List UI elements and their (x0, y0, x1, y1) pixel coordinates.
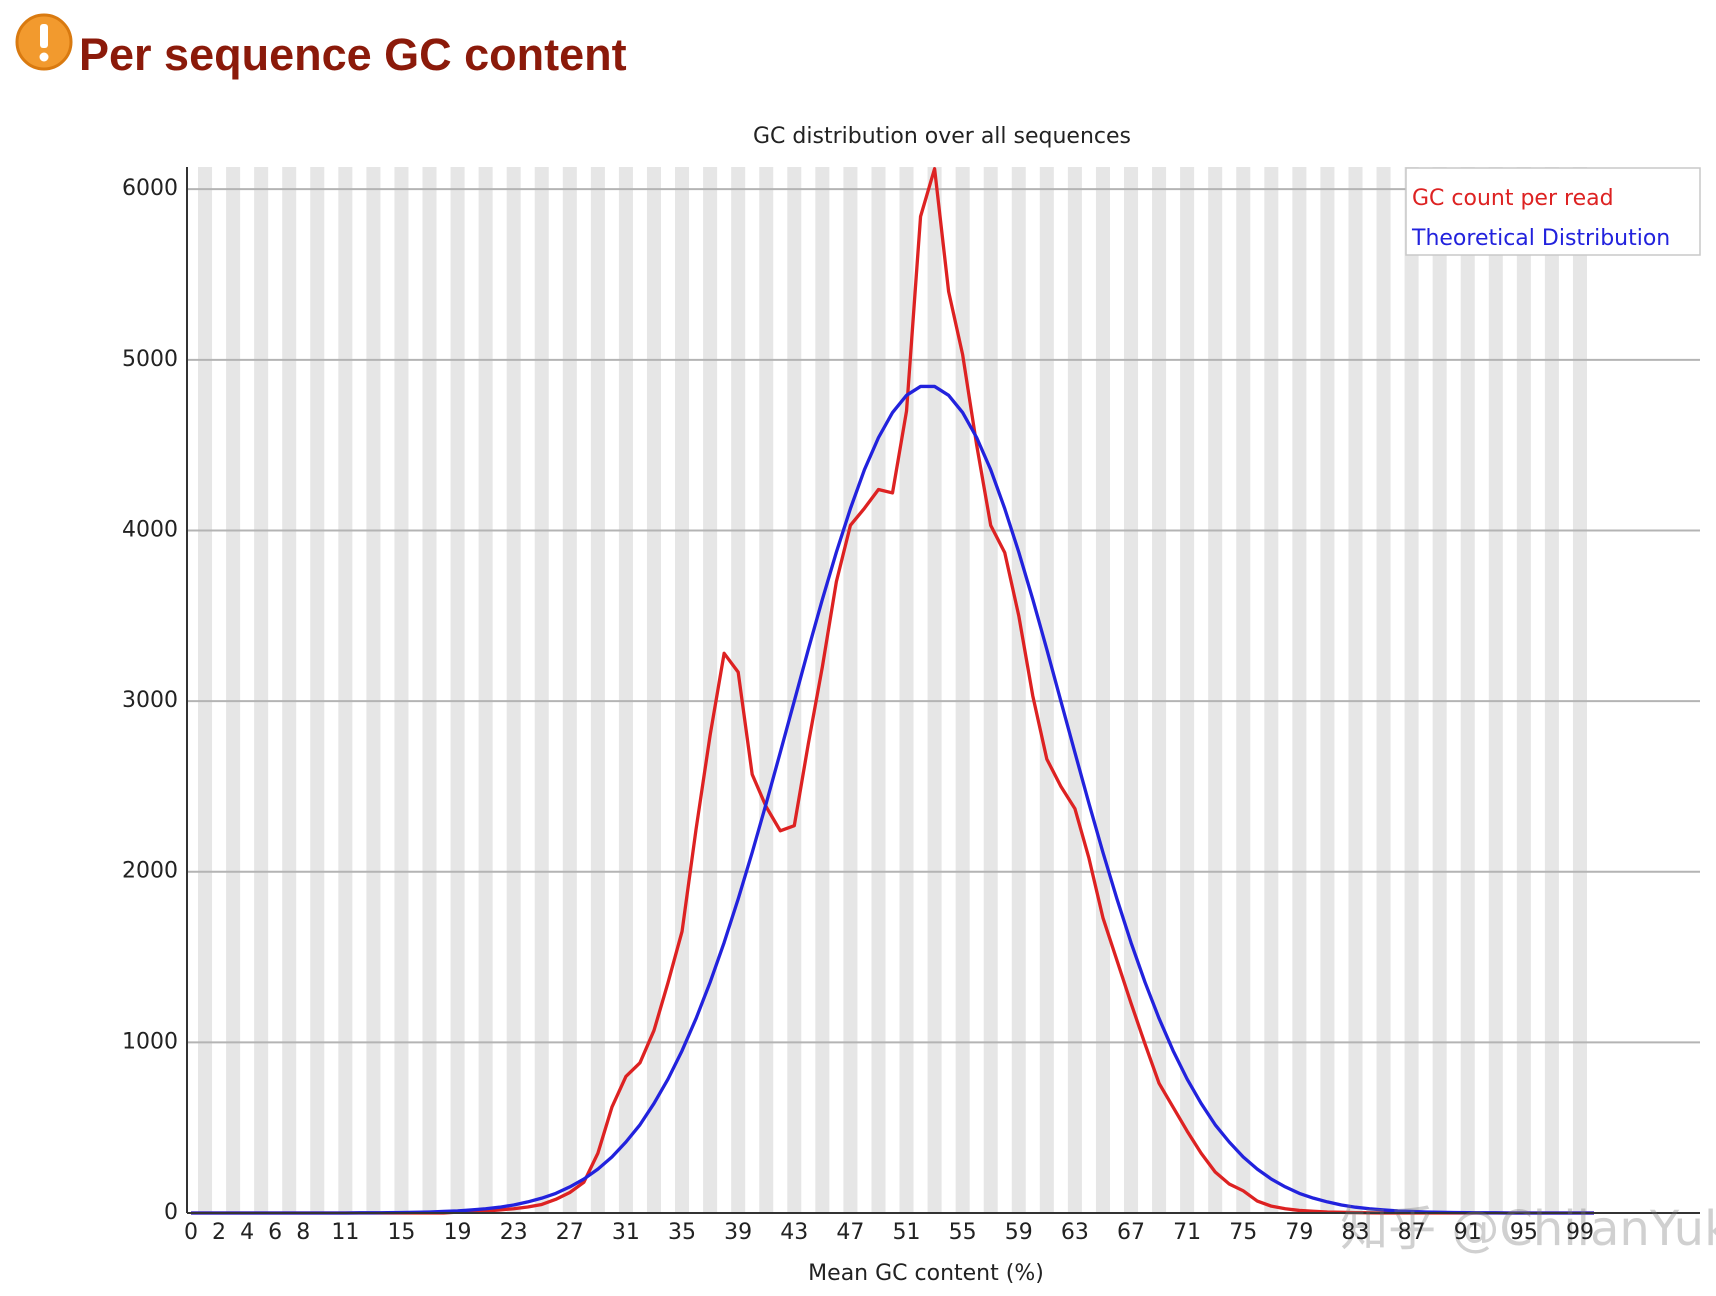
band (1236, 167, 1251, 1213)
band (562, 167, 577, 1213)
page-title: Per sequence GC content (79, 29, 627, 80)
band (366, 167, 381, 1213)
band (1516, 167, 1531, 1213)
watermark: 知乎 @ChilanYuk (1340, 1201, 1716, 1257)
band (1544, 167, 1559, 1213)
band (254, 167, 269, 1213)
band (506, 167, 521, 1213)
band (1067, 167, 1082, 1213)
band (450, 167, 465, 1213)
legend-box (1405, 167, 1701, 256)
chart-title: GC distribution over all sequences (753, 124, 1131, 149)
band (1039, 167, 1054, 1213)
x-tick-label: 23 (500, 1220, 528, 1245)
x-tick-label: 0 (184, 1220, 198, 1245)
band (1095, 167, 1110, 1213)
band (1376, 167, 1391, 1213)
x-tick-label: 55 (949, 1220, 977, 1245)
band (590, 167, 605, 1213)
band (534, 167, 549, 1213)
band (1572, 167, 1587, 1213)
x-tick-label: 43 (780, 1220, 808, 1245)
band (731, 167, 746, 1213)
band (675, 167, 690, 1213)
x-tick-label: 35 (668, 1220, 696, 1245)
x-tick-label: 11 (331, 1220, 359, 1245)
band (955, 167, 970, 1213)
x-tick-label: 31 (612, 1220, 640, 1245)
x-tick-label: 95 (1510, 1220, 1538, 1245)
band (1152, 167, 1167, 1213)
band (1348, 167, 1363, 1213)
band (478, 167, 493, 1213)
band (759, 167, 774, 1213)
y-tick-label: 3000 (122, 688, 178, 713)
y-tick-label: 1000 (122, 1029, 178, 1054)
band (310, 167, 325, 1213)
x-tick-label: 6 (268, 1220, 282, 1245)
x-tick-label: 2 (212, 1220, 226, 1245)
x-tick-label: 8 (296, 1220, 310, 1245)
x-axis-label: Mean GC content (%) (808, 1261, 1044, 1286)
x-tick-label: 4 (240, 1220, 254, 1245)
warning-icon (15, 13, 73, 71)
x-tick-label: 19 (444, 1220, 472, 1245)
x-tick-label: 91 (1454, 1220, 1482, 1245)
band (1011, 167, 1026, 1213)
band (1264, 167, 1279, 1213)
x-tick-label: 79 (1285, 1220, 1313, 1245)
x-tick-label: 71 (1173, 1220, 1201, 1245)
x-tick-label: 27 (556, 1220, 584, 1245)
band (1488, 167, 1503, 1213)
band (1404, 167, 1419, 1213)
legend-entry: Theoretical Distribution (1411, 226, 1670, 251)
band (983, 167, 998, 1213)
x-tick-label: 67 (1117, 1220, 1145, 1245)
band (1208, 167, 1223, 1213)
legend-entry: GC count per read (1412, 186, 1614, 211)
x-tick-label: 87 (1398, 1220, 1426, 1245)
x-tick-label: 59 (1005, 1220, 1033, 1245)
band (1123, 167, 1139, 1213)
x-tick-label: 63 (1061, 1220, 1089, 1245)
y-tick-label: 2000 (122, 859, 178, 884)
band (1320, 167, 1335, 1213)
x-tick-label: 15 (387, 1220, 415, 1245)
band (1460, 167, 1475, 1213)
band (1180, 167, 1195, 1213)
band (843, 167, 858, 1213)
x-tick-label: 39 (724, 1220, 752, 1245)
x-tick-label: 83 (1341, 1220, 1369, 1245)
y-tick-label: 4000 (122, 517, 178, 542)
band (871, 167, 886, 1213)
band (927, 167, 942, 1213)
band (787, 167, 802, 1213)
band (422, 167, 437, 1213)
x-tick-label: 99 (1566, 1220, 1594, 1245)
band (618, 167, 633, 1213)
legend: GC count per read Theoretical Distributio… (1405, 167, 1701, 256)
band (198, 167, 213, 1213)
band (226, 167, 241, 1213)
x-tick-label: 75 (1229, 1220, 1257, 1245)
band (1292, 167, 1307, 1213)
band (815, 167, 830, 1213)
x-tick-label: 51 (893, 1220, 921, 1245)
band (703, 167, 718, 1213)
y-tick-label: 5000 (122, 347, 178, 372)
y-tick-label: 0 (164, 1200, 178, 1225)
band (646, 167, 662, 1213)
band (338, 167, 353, 1213)
x-tick-label: 47 (836, 1220, 864, 1245)
band (394, 167, 409, 1213)
band (1432, 167, 1447, 1213)
y-tick-label: 6000 (122, 176, 178, 201)
band (282, 167, 297, 1213)
